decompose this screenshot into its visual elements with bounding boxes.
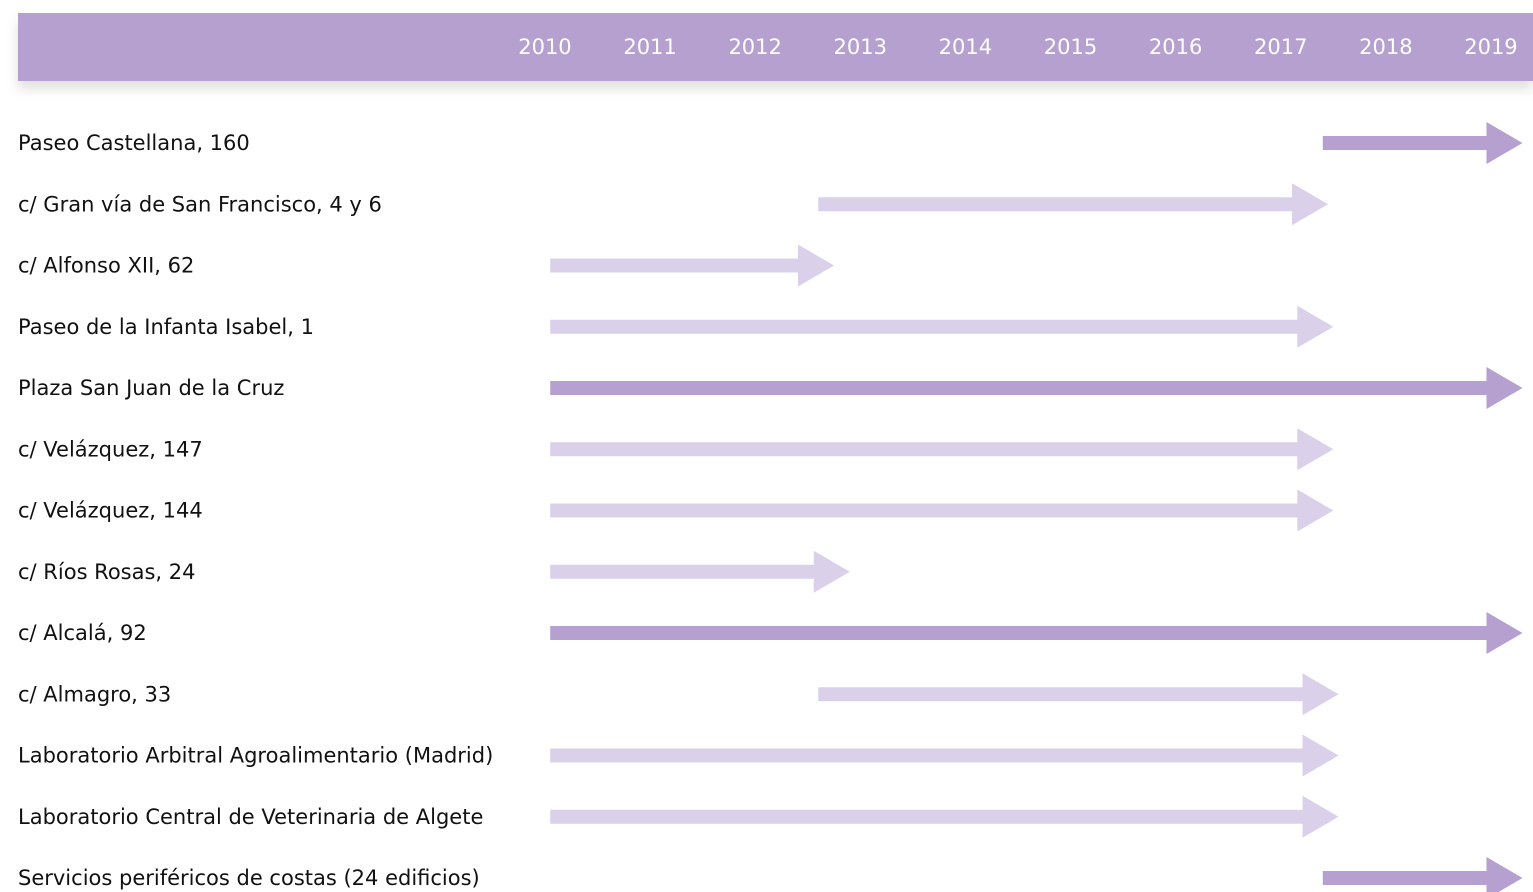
row-label: c/ Alcalá, 92 [18, 621, 147, 645]
x-tick-label: 2010 [518, 35, 571, 59]
header-band [18, 13, 1533, 81]
timeline-arrow [550, 795, 1339, 838]
x-tick-label: 2015 [1044, 35, 1097, 59]
x-tick-label: 2016 [1149, 35, 1202, 59]
row-label: c/ Gran vía de San Francisco, 4 y 6 [18, 192, 382, 216]
timeline-arrow [818, 673, 1339, 716]
timeline-arrow [550, 734, 1339, 777]
row-label: c/ Velázquez, 147 [18, 437, 203, 461]
timeline-arrow [818, 183, 1329, 226]
x-tick-label: 2019 [1464, 35, 1517, 59]
row-label: c/ Almagro, 33 [18, 682, 171, 706]
timeline-arrow [550, 367, 1523, 409]
row-label: c/ Ríos Rosas, 24 [18, 560, 196, 584]
x-tick-label: 2012 [728, 35, 781, 59]
row-label: Laboratorio Central de Veterinaria de Al… [18, 805, 483, 829]
x-tick-label: 2011 [623, 35, 676, 59]
x-tick-label: 2014 [939, 35, 992, 59]
timeline-arrow [1322, 857, 1523, 892]
timeline-arrow [550, 550, 850, 593]
timeline-arrow [550, 244, 835, 287]
row-label: c/ Alfonso XII, 62 [18, 254, 194, 278]
x-tick-label: 2018 [1359, 35, 1412, 59]
timeline-arrow [550, 428, 1334, 471]
x-tick-label: 2017 [1254, 35, 1307, 59]
row-label: Servicios periféricos de costas (24 edif… [18, 866, 480, 890]
timeline-arrow [1322, 122, 1523, 164]
row-label: Laboratorio Arbitral Agroalimentario (Ma… [18, 744, 493, 768]
row-label: Plaza San Juan de la Cruz [18, 376, 284, 400]
row-label: Paseo Castellana, 160 [18, 131, 250, 155]
timeline-arrow [550, 305, 1334, 348]
timeline-arrow [550, 612, 1523, 654]
timeline-arrow [550, 489, 1334, 532]
x-tick-label: 2013 [834, 35, 887, 59]
row-label: c/ Velázquez, 144 [18, 499, 203, 523]
row-label: Paseo de la Infanta Isabel, 1 [18, 315, 314, 339]
